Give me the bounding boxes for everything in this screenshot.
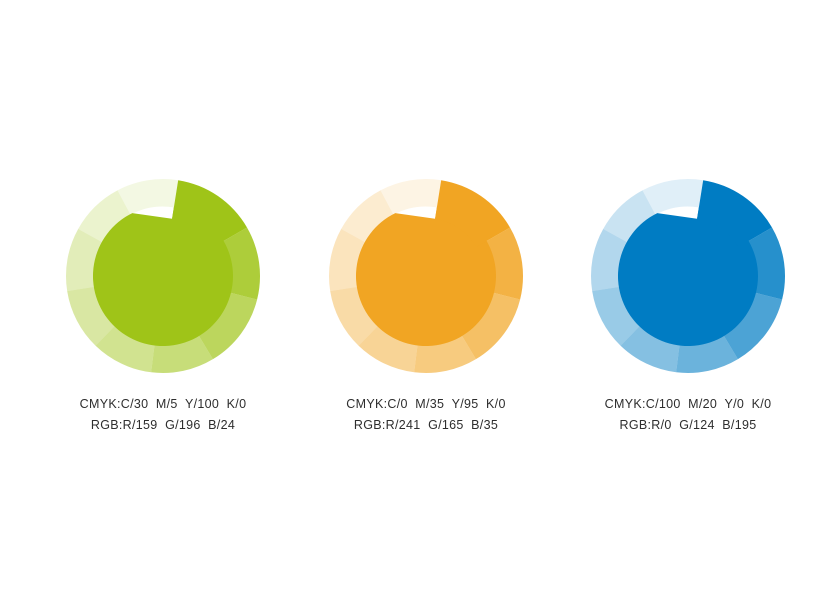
color-ring-graphic-blue <box>590 178 786 374</box>
rgb-value: RGB:R/241 G/165 B/35 <box>353 418 499 432</box>
color-ring-graphic-green <box>65 178 261 374</box>
cmyk-value: CMYK:C/0 M/35 Y/95 K/0 <box>346 397 506 411</box>
rgb-value: RGB:R/0 G/124 B/195 <box>619 418 757 432</box>
cmyk-value: CMYK:C/100 M/20 Y/0 K/0 <box>604 397 772 411</box>
color-swatch-blue: CMYK:C/100 M/20 Y/0 K/0 RGB:R/0 G/124 B/… <box>558 176 818 436</box>
color-spec-labels: CMYK:C/0 M/35 Y/95 K/0 RGB:R/241 G/165 B… <box>296 394 556 436</box>
color-ring-graphic-orange <box>328 178 524 374</box>
color-spec-labels: CMYK:C/100 M/20 Y/0 K/0 RGB:R/0 G/124 B/… <box>558 394 818 436</box>
color-swatch-green: CMYK:C/30 M/5 Y/100 K/0 RGB:R/159 G/196 … <box>33 176 293 436</box>
color-spec-labels: CMYK:C/30 M/5 Y/100 K/0 RGB:R/159 G/196 … <box>33 394 293 436</box>
rgb-value: RGB:R/159 G/196 B/24 <box>90 418 236 432</box>
color-swatch-orange: CMYK:C/0 M/35 Y/95 K/0 RGB:R/241 G/165 B… <box>296 176 556 436</box>
cmyk-value: CMYK:C/30 M/5 Y/100 K/0 <box>79 397 247 411</box>
